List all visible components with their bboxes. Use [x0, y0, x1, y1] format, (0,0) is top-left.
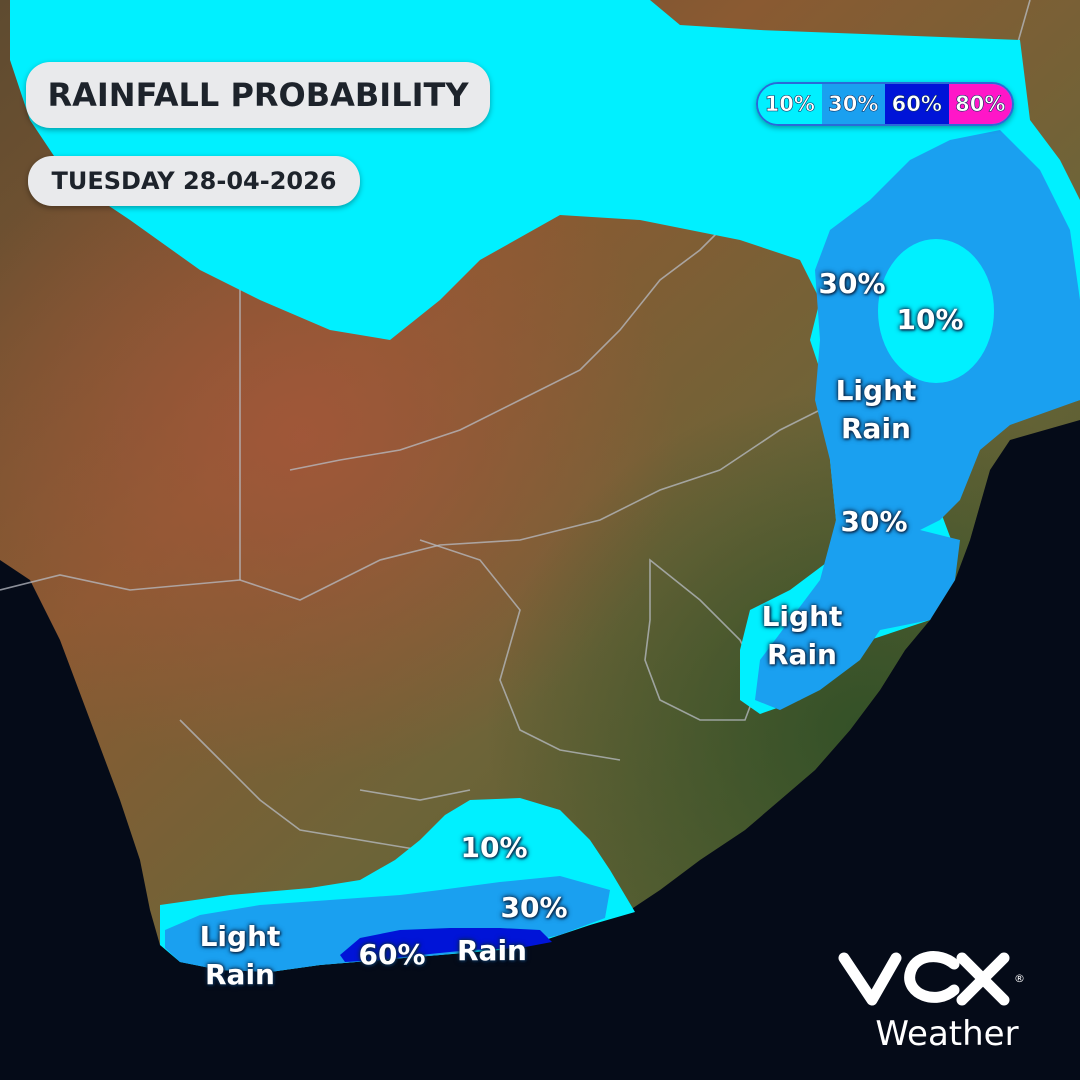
label-south-60: 60% [358, 938, 426, 971]
label-light-rain-1-line1: Light [835, 374, 917, 407]
page-title: RAINFALL PROBABILITY [26, 62, 490, 128]
registered-mark-icon: ® [1014, 972, 1025, 985]
label-light-rain-3-line2: Rain [205, 958, 275, 991]
label-north-10: 10% [896, 303, 964, 336]
date-label: TUESDAY 28-04-2026 [28, 156, 360, 206]
label-light-rain-2-line2: Rain [767, 638, 837, 671]
label-north-30: 30% [818, 267, 886, 300]
label-south-rain: Rain [457, 934, 527, 967]
legend-item-60pct: 60% [885, 84, 949, 124]
brand-wordmark: Weather [875, 1014, 1019, 1054]
label-light-rain-1-line2: Rain [841, 412, 911, 445]
zone-30-east [755, 130, 1080, 710]
vox-logo-mark: ® [838, 951, 1025, 1006]
legend-item-80pct: 80% [948, 84, 1012, 124]
label-east-30: 30% [840, 505, 908, 538]
label-light-rain-2: Light Rain [762, 598, 843, 674]
zone-60-south [340, 928, 552, 962]
vox-logo: ® Weather [836, 944, 1026, 1054]
label-light-rain-1: Light Rain [836, 372, 917, 448]
label-south-30: 30% [500, 891, 568, 924]
legend-item-30pct: 30% [821, 84, 885, 124]
zone-10-east-hole [878, 239, 994, 383]
legend-item-10pct: 10% [758, 84, 822, 124]
label-light-rain-3-line1: Light [199, 920, 281, 953]
label-south-10: 10% [460, 831, 528, 864]
label-light-rain-3: Light Rain [200, 918, 281, 994]
probability-legend: 10% 30% 60% 80% [756, 82, 1014, 126]
label-light-rain-2-line1: Light [761, 600, 843, 633]
